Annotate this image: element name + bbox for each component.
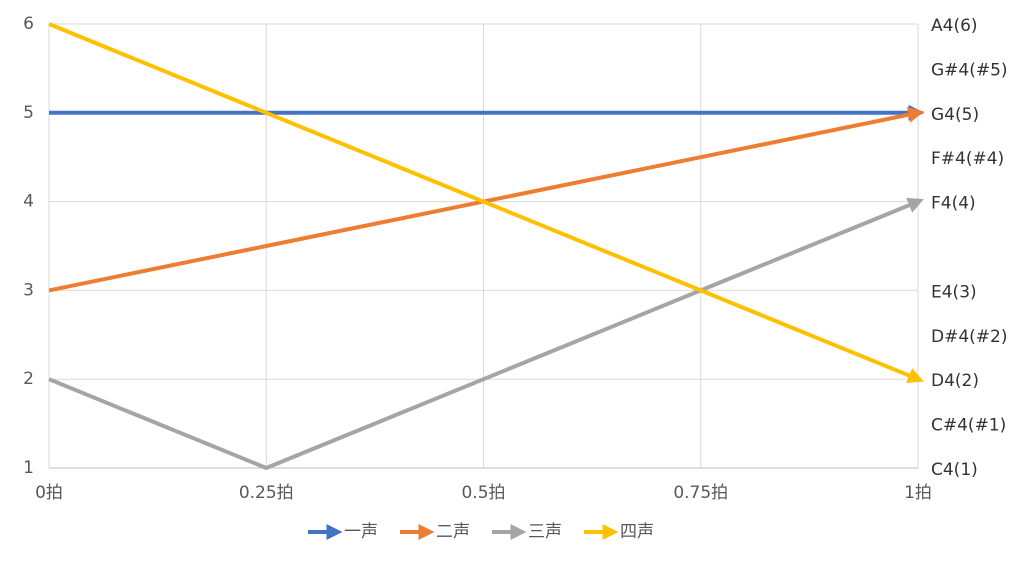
x-tick-label: 1拍: [904, 483, 932, 503]
legend-item: 三声: [492, 522, 562, 542]
y-tick-label: 4: [23, 192, 34, 212]
y2-tick-label: F4(4): [931, 194, 976, 214]
y2-tick-label: F#4(#4): [931, 149, 1004, 169]
legend-item: 二声: [400, 522, 470, 542]
legend-label: 一声: [344, 522, 378, 542]
y-tick-label: 3: [23, 280, 34, 300]
y2-axis: C4(1) C#4(#1) D4(2) D#4(#2) E4(3) F4(4) F#4(#4…: [931, 16, 1008, 480]
y2-tick-label: A4(6): [931, 16, 978, 36]
x-tick-label: 0.75拍: [673, 483, 728, 503]
y2-tick-label: C4(1): [931, 460, 978, 480]
y-tick-label: 1: [23, 458, 34, 478]
legend-item: 一声: [308, 522, 378, 542]
y2-tick-label: E4(3): [931, 282, 977, 302]
y-tick-label: 5: [23, 103, 34, 123]
y-tick-label: 6: [23, 14, 34, 34]
legend-item: 四声: [584, 522, 654, 542]
x-tick-label: 0.25拍: [239, 483, 294, 503]
legend-label: 二声: [436, 522, 470, 542]
x-tick-label: 0拍: [35, 483, 63, 503]
y2-tick-label: D4(2): [931, 371, 979, 391]
legend-label: 三声: [528, 522, 562, 542]
y-tick-label: 2: [23, 369, 34, 389]
y2-tick-label: D#4(#2): [931, 327, 1007, 347]
legend: 一声 二声 三声 四声: [308, 522, 654, 542]
series-line: [48, 22, 924, 383]
y2-tick-label: G4(5): [931, 105, 979, 125]
y2-tick-label: G#4(#5): [931, 60, 1008, 80]
x-tick-label: 0.5拍: [461, 483, 505, 503]
legend-label: 四声: [620, 522, 654, 542]
y2-tick-label: C#4(#1): [931, 416, 1006, 436]
series-line: [48, 197, 924, 470]
